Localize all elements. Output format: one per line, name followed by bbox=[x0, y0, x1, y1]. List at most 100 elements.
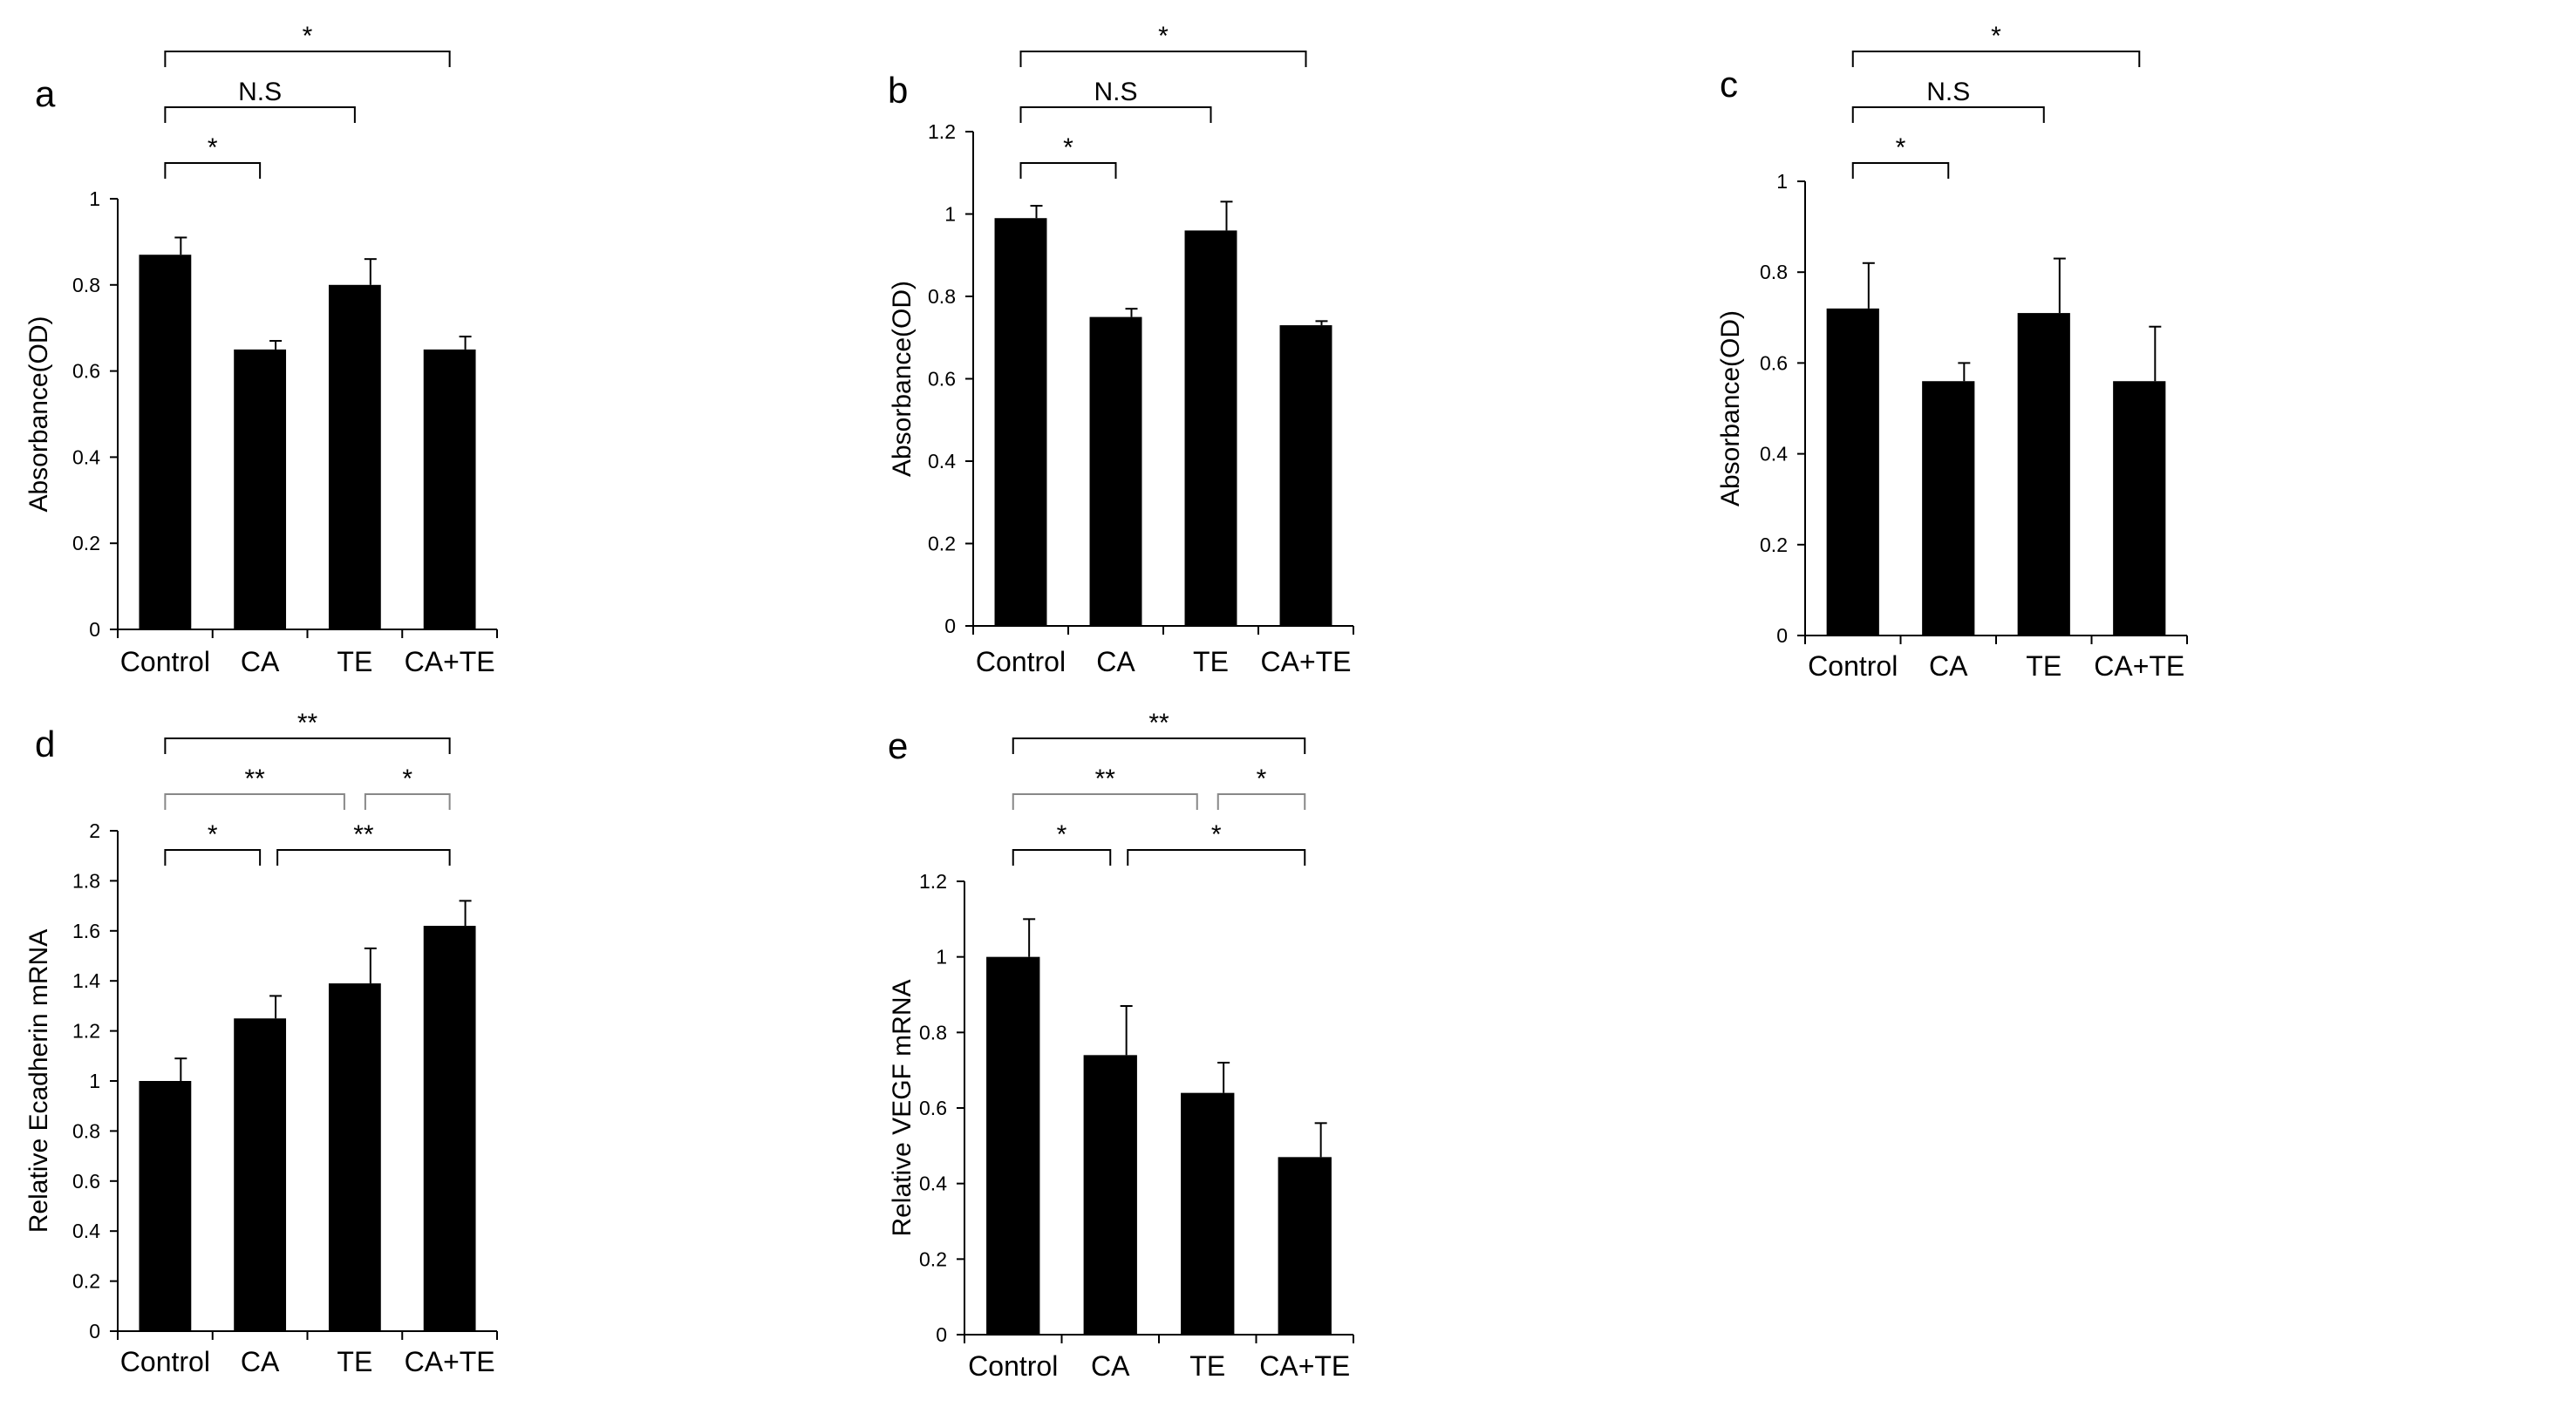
significance-label: * bbox=[1057, 820, 1067, 849]
y-axis-title: Absorbance(OD) bbox=[888, 281, 917, 477]
panel-b: b 0 0.2 0.4 0.6 0.8 1 1.2 Control CA TE CA+TE Absorb… bbox=[888, 22, 1354, 677]
bar-te bbox=[2017, 313, 2070, 636]
significance-bracket: N.S bbox=[164, 78, 356, 123]
bracket-line bbox=[1019, 51, 1307, 67]
category-label: CA bbox=[241, 646, 280, 677]
bar-ca bbox=[234, 349, 287, 629]
panel-label-e: e bbox=[888, 725, 908, 766]
significance-label: N.S bbox=[238, 78, 282, 106]
y-tick-label: 1.8 bbox=[72, 869, 100, 892]
y-tick-label: 1 bbox=[89, 1070, 100, 1092]
significance-label: * bbox=[1158, 22, 1169, 51]
bracket-line bbox=[1012, 737, 1306, 754]
bracket-line bbox=[1012, 849, 1112, 866]
bar-control bbox=[139, 255, 192, 629]
significance-bracket: ** bbox=[164, 709, 451, 754]
y-tick-label: 0.2 bbox=[928, 533, 956, 555]
bracket-line bbox=[1012, 793, 1198, 810]
y-tick-label: 0.8 bbox=[928, 285, 956, 308]
category-label: CA bbox=[1096, 646, 1135, 677]
bar-control bbox=[986, 956, 1040, 1335]
y-tick-label: 0.6 bbox=[72, 1170, 100, 1193]
significance-bracket: * bbox=[1851, 133, 1950, 179]
panel-label-a: a bbox=[35, 73, 56, 114]
significance-label: ** bbox=[353, 820, 374, 849]
category-label: Control bbox=[120, 646, 210, 677]
bracket-line bbox=[164, 793, 345, 810]
bar-te bbox=[1184, 230, 1237, 626]
bar-ca-te bbox=[1278, 1157, 1332, 1335]
y-tick-label: 0.2 bbox=[1760, 534, 1788, 556]
bracket-line bbox=[276, 849, 451, 866]
bracket-line bbox=[1851, 162, 1950, 179]
significance-label: * bbox=[208, 820, 218, 849]
y-axis-title: Absorbance(OD) bbox=[24, 316, 53, 512]
significance-label: * bbox=[1991, 22, 2001, 51]
y-tick-label: 0.8 bbox=[919, 1021, 947, 1043]
category-label: CA+TE bbox=[2094, 650, 2184, 682]
panel-c: c 0 0.2 0.4 0.6 0.8 1 Control CA TE CA+TE Absorbanc… bbox=[1716, 22, 2188, 682]
bracket-line bbox=[1019, 162, 1117, 179]
y-tick-label: 1.2 bbox=[72, 1020, 100, 1043]
bar-control bbox=[139, 1081, 192, 1331]
y-tick-label: 1.2 bbox=[919, 870, 947, 893]
y-tick-label: 1 bbox=[1776, 170, 1788, 193]
y-tick-label: 1 bbox=[944, 203, 956, 226]
panel-e: e 0 0.2 0.4 0.6 0.8 1 1.2 Control CA TE CA+TE Relati… bbox=[888, 709, 1354, 1382]
bar-ca bbox=[234, 1018, 287, 1331]
category-label: Control bbox=[1808, 650, 1898, 682]
bar-te bbox=[328, 284, 381, 629]
bracket-line bbox=[1127, 849, 1306, 866]
bracket-line bbox=[1851, 51, 2141, 67]
category-label: CA+TE bbox=[1259, 1350, 1350, 1382]
bar-te bbox=[328, 983, 381, 1331]
significance-label: N.S bbox=[1926, 78, 1970, 106]
significance-bracket: * bbox=[1127, 820, 1306, 866]
bar-ca-te bbox=[423, 349, 476, 629]
bar-control bbox=[1826, 308, 1879, 636]
y-tick-label: 0.6 bbox=[928, 368, 956, 391]
y-axis-title: Absorbance(OD) bbox=[1716, 310, 1745, 506]
category-label: TE bbox=[337, 1346, 372, 1377]
panel-a: a 0 0.2 0.4 0.6 0.8 1 Control CA TE CA+TE Absorbanc… bbox=[24, 22, 498, 677]
significance-bracket: ** bbox=[1012, 709, 1306, 754]
category-label: TE bbox=[2026, 650, 2061, 682]
y-tick-label: 0.4 bbox=[1760, 443, 1788, 466]
significance-bracket: * bbox=[364, 765, 451, 810]
y-tick-label: 0.2 bbox=[72, 532, 100, 554]
significance-bracket: * bbox=[1012, 820, 1112, 866]
category-label: TE bbox=[337, 646, 372, 677]
y-tick-label: 0 bbox=[944, 615, 956, 637]
bar-te bbox=[1181, 1092, 1235, 1335]
y-tick-label: 0.6 bbox=[919, 1097, 947, 1119]
bracket-line bbox=[364, 793, 451, 810]
category-label: CA+TE bbox=[1260, 646, 1351, 677]
significance-label: N.S bbox=[1094, 78, 1137, 106]
category-label: CA bbox=[1091, 1350, 1130, 1382]
panel-label-b: b bbox=[888, 70, 908, 111]
y-tick-label: 0 bbox=[89, 1320, 100, 1342]
significance-bracket: * bbox=[1019, 133, 1117, 179]
significance-label: ** bbox=[297, 709, 318, 737]
y-tick-label: 0.4 bbox=[928, 450, 956, 472]
category-label: Control bbox=[976, 646, 1066, 677]
bracket-line bbox=[164, 849, 262, 866]
y-tick-label: 0.6 bbox=[72, 360, 100, 383]
y-axis-title: Relative Ecadherin mRNA bbox=[24, 929, 53, 1233]
category-label: TE bbox=[1189, 1350, 1225, 1382]
y-tick-label: 0.4 bbox=[919, 1172, 947, 1195]
y-tick-label: 0.8 bbox=[1760, 261, 1788, 283]
significance-bracket: ** bbox=[1012, 765, 1198, 810]
bracket-line bbox=[164, 51, 451, 67]
significance-bracket: * bbox=[164, 133, 262, 179]
category-label: Control bbox=[968, 1350, 1058, 1382]
bar-ca bbox=[1083, 1055, 1137, 1335]
y-tick-label: 0.2 bbox=[72, 1270, 100, 1293]
y-tick-label: 0.2 bbox=[919, 1247, 947, 1270]
significance-label: * bbox=[208, 133, 218, 162]
bar-ca-te bbox=[2113, 381, 2166, 636]
significance-bracket: N.S bbox=[1019, 78, 1212, 123]
significance-label: * bbox=[402, 765, 412, 793]
bracket-line bbox=[164, 737, 451, 754]
category-label: CA bbox=[241, 1346, 280, 1377]
